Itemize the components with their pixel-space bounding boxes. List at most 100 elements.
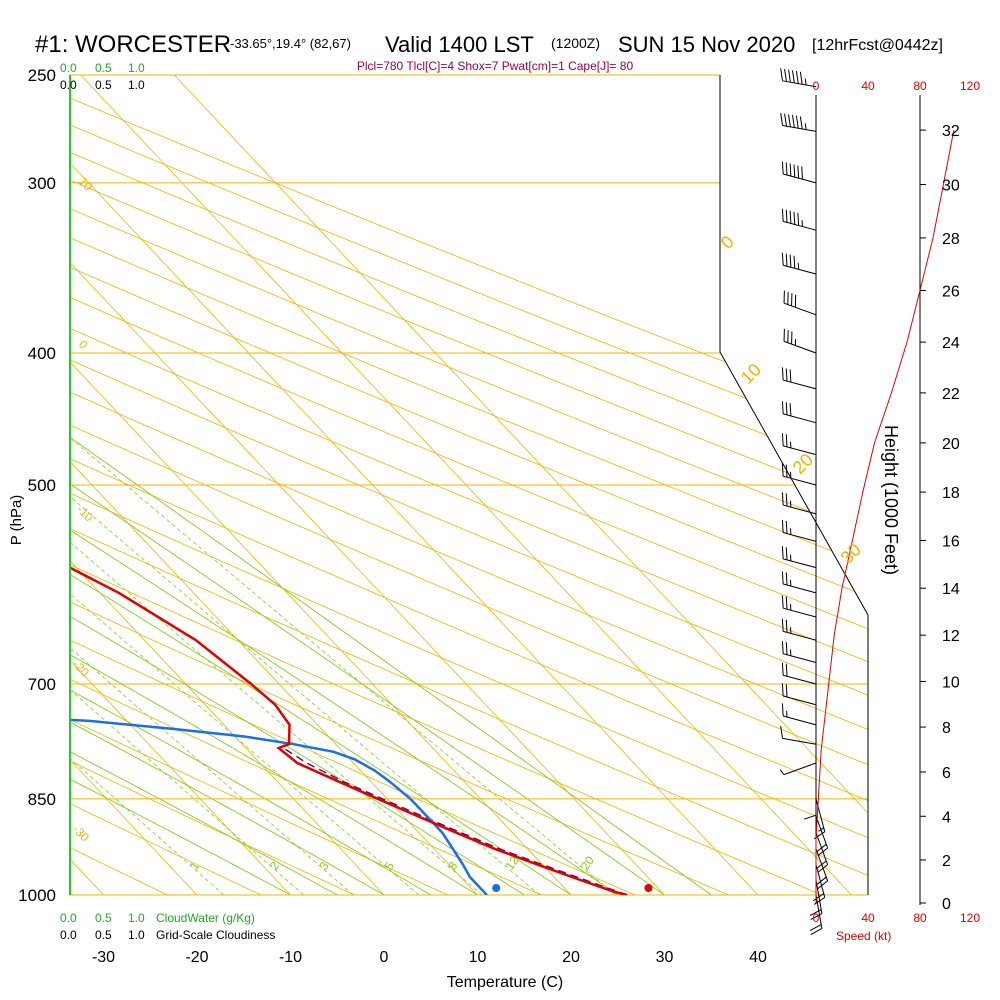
wind-barb-flag <box>797 212 800 226</box>
wind-barb-staff <box>815 864 826 898</box>
isotherm-label: 10 <box>76 174 96 194</box>
wind-barb <box>815 832 829 873</box>
isotherm-label: -30 <box>70 822 92 844</box>
wind-barb-half-flag <box>779 769 785 775</box>
wind-barb-staff <box>783 715 817 726</box>
temperature-trace <box>70 97 628 895</box>
wind-barb-flag <box>781 433 784 446</box>
valid-date: SUN 15 Nov 2020 <box>618 32 795 57</box>
wind-barb-flag <box>789 254 792 268</box>
wind-barb-flag <box>813 897 826 905</box>
wind-barb-staff <box>783 674 817 685</box>
wind-barb-flag <box>793 164 796 178</box>
wind-barb-staff <box>783 475 817 486</box>
height-tick-label: 26 <box>942 283 960 300</box>
utc-time: (1200Z) <box>551 35 600 51</box>
wind-barb-flag <box>781 641 784 654</box>
wind-barb-staff <box>782 80 817 88</box>
dry-adiabat-line <box>70 75 868 895</box>
wind-barb <box>781 401 817 424</box>
speed-tick-top-0: 0 <box>813 79 820 93</box>
wind-barb-flag <box>789 403 792 416</box>
temperature-tick-label: -30 <box>92 949 115 966</box>
wind-barb-flag <box>785 209 788 223</box>
isotherm-label: -10 <box>74 502 96 524</box>
moist-adiabat-line <box>70 75 291 895</box>
wind-barb-staff <box>815 815 829 849</box>
wind-barb <box>779 762 817 776</box>
isotherm-line <box>0 75 10 895</box>
pressure-tick-label: 250 <box>28 66 56 85</box>
wind-barb <box>781 703 817 726</box>
wind-barb-flag <box>801 166 803 180</box>
dry-adiabat-line <box>70 75 449 895</box>
forecast-label: [12hrFcst@0442z] <box>812 37 943 54</box>
height-tick-label: 6 <box>942 765 951 782</box>
wind-barb <box>780 112 817 132</box>
wind-barb-flag <box>781 252 784 266</box>
wind-barb <box>815 815 829 857</box>
wind-barb-staff <box>783 504 817 515</box>
isotherm-label: 0 <box>76 337 91 352</box>
wind-barb <box>781 519 817 542</box>
wind-barb <box>780 68 817 88</box>
wind-barb-flag <box>817 864 828 873</box>
cw-tick-bot-2: 1.0 <box>128 911 145 925</box>
dry-adiabat-line <box>70 75 868 895</box>
speed-tick-bot-120: 120 <box>960 911 980 925</box>
wind-barb-staff <box>815 894 823 929</box>
wind-barb-staff <box>783 220 817 231</box>
wind-barb-flag <box>817 847 828 857</box>
wind-barb-flag <box>785 464 788 478</box>
wind-barb-staff <box>783 532 817 542</box>
dry-adiabat-line <box>70 75 868 895</box>
mixing-ratio-label: 12 <box>502 853 521 872</box>
wind-barb-flag <box>781 571 784 585</box>
dry-adiabat-line <box>70 75 355 895</box>
speed-tick-bot-80: 80 <box>913 911 927 925</box>
wind-barb <box>781 571 817 594</box>
wind-barb-flag <box>780 112 784 126</box>
wind-barb-flag <box>781 401 784 414</box>
wind-barb-flag <box>785 663 788 677</box>
wind-barb-staff <box>783 445 817 456</box>
surface-temp-marker <box>644 884 653 892</box>
parcel-trace <box>282 747 628 895</box>
wind-barb-flag <box>781 703 784 717</box>
isotherm-line <box>70 75 385 895</box>
wind-speed-line <box>815 130 955 903</box>
dry-adiabat-line <box>70 75 729 895</box>
dry-adiabat-line <box>70 75 262 895</box>
wind-barb-staff <box>783 630 817 641</box>
dry-adiabat-line <box>70 75 868 895</box>
wind-barb <box>781 492 817 515</box>
wind-barb-staff <box>783 173 817 184</box>
wind-barb-flag <box>781 208 784 222</box>
valid-time: Valid 1400 LST <box>385 32 534 57</box>
cl-tick-bot-1: 0.5 <box>95 928 112 942</box>
speed-tick-top-120: 120 <box>960 79 980 93</box>
dry-adiabat-line <box>70 75 868 895</box>
moist-adiabat-line <box>70 75 478 895</box>
wind-barb-flag <box>785 253 788 267</box>
wind-barb-flag <box>793 211 796 225</box>
moist-adiabat-line <box>70 75 619 895</box>
dry-adiabat-line <box>70 75 868 895</box>
wind-barb-flag <box>817 880 828 890</box>
wind-barb <box>812 864 826 905</box>
wind-barb-flag <box>816 843 827 853</box>
dry-adiabat-line <box>70 75 868 895</box>
wind-barb-flag <box>795 71 799 84</box>
wind-speed-profile <box>815 130 955 903</box>
wind-barb-staff <box>783 413 817 424</box>
wind-barb-flag <box>789 369 792 383</box>
wind-barb <box>781 641 817 663</box>
height-tick-label: 18 <box>942 485 960 502</box>
axes-labels: 1 2 3 5 8 12 20100-10-20-300102030250300400500… <box>18 66 960 966</box>
cw-tick-top-2: 1.0 <box>128 61 145 75</box>
wind-barb <box>781 367 817 390</box>
dry-adiabat-line <box>70 75 868 895</box>
temperature-tick-label: -10 <box>279 949 302 966</box>
